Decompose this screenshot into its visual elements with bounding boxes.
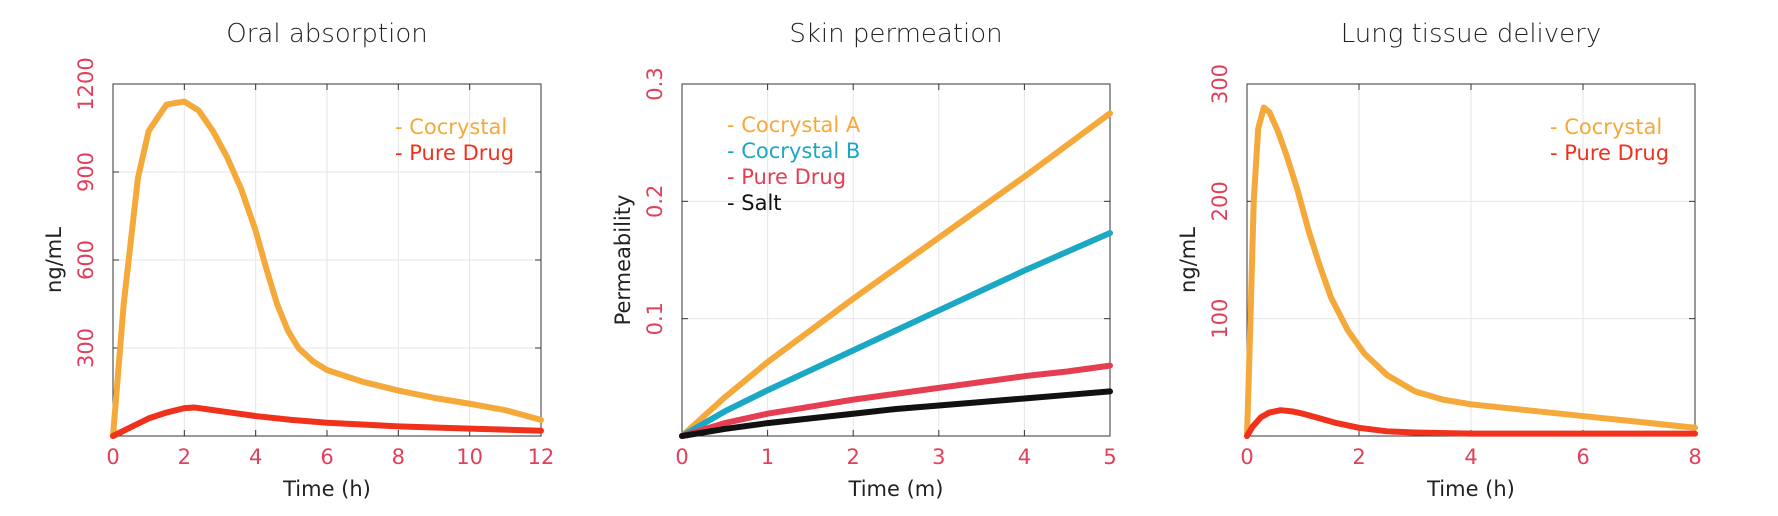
chart-title: Oral absorption [226, 19, 427, 49]
chart-title: Lung tissue delivery [1341, 19, 1602, 49]
y-tick-label: 900 [74, 152, 98, 192]
legend-entry: - Cocrystal B [727, 139, 860, 163]
x-tick-label: 10 [456, 445, 483, 469]
x-tick-label: 4 [1464, 445, 1477, 469]
chart-panel-3: 0 2 4 6 8 100 200 300 Lung tissue delivery Time (… [1176, 19, 1702, 501]
legend-entry: - Pure Drug [395, 141, 514, 165]
legend-entry: - Cocrystal A [727, 113, 861, 137]
x-tick-label: 8 [392, 445, 405, 469]
legend-entry: - Pure Drug [1550, 141, 1669, 165]
y-tick-label: 300 [74, 328, 98, 368]
x-tick-label: 8 [1688, 445, 1701, 469]
y-tick-label: 300 [1208, 64, 1232, 104]
series-line-pure-drug [679, 362, 1113, 439]
series-line-cocrystal-a [679, 110, 1113, 439]
y-axis-label: ng/mL [42, 227, 66, 293]
series-line-pure-drug [110, 404, 544, 439]
chart-panel-2: 0 1 2 3 4 5 0.1 0.2 0.3 Skin permeation Time (m) Pe… [611, 19, 1117, 501]
x-tick-label: 5 [1103, 445, 1116, 469]
chart-panel-1: 0 2 4 6 8 10 12 300 600 900 1200 Oral absorption Tim… [42, 19, 554, 501]
y-axis-label: ng/mL [1176, 227, 1200, 293]
series-line-pure-drug [1244, 407, 1698, 439]
plot-frame [681, 83, 1111, 437]
x-tick-label: 6 [320, 445, 333, 469]
x-tick-label: 0 [675, 445, 688, 469]
x-axis-label: Time (m) [848, 477, 944, 501]
x-tick-label: 2 [1352, 445, 1365, 469]
x-tick-label: 0 [106, 445, 119, 469]
y-tick-label: 600 [74, 240, 98, 280]
legend-entry: - Cocrystal [1550, 115, 1662, 139]
x-tick-label: 12 [528, 445, 555, 469]
series-line-cocrystal [110, 98, 544, 439]
series-line-cocrystal-b [679, 230, 1113, 439]
x-axis-label: Time (h) [1426, 477, 1515, 501]
x-tick-label: 1 [761, 445, 774, 469]
x-tick-label: 4 [249, 445, 262, 469]
x-tick-label: 2 [847, 445, 860, 469]
x-tick-label: 0 [1240, 445, 1253, 469]
legend-entry: - Pure Drug [727, 165, 846, 189]
y-tick-label: 100 [1208, 299, 1232, 339]
y-tick-label: 0.2 [643, 185, 667, 218]
y-tick-label: 200 [1208, 181, 1232, 221]
series-line-salt [679, 388, 1113, 439]
legend-entry: - Cocrystal [395, 115, 507, 139]
y-tick-label: 0.1 [643, 302, 667, 335]
chart-title: Skin permeation [789, 19, 1002, 49]
x-axis-label: Time (h) [282, 477, 371, 501]
x-tick-label: 2 [178, 445, 191, 469]
y-axis-label: Permeability [611, 195, 635, 326]
y-tick-label: 1200 [74, 57, 98, 110]
x-tick-label: 4 [1018, 445, 1031, 469]
y-tick-label: 0.3 [643, 67, 667, 100]
legend-entry: - Salt [727, 191, 782, 215]
x-tick-label: 6 [1576, 445, 1589, 469]
x-tick-label: 3 [932, 445, 945, 469]
series-line-cocrystal [1244, 104, 1698, 439]
